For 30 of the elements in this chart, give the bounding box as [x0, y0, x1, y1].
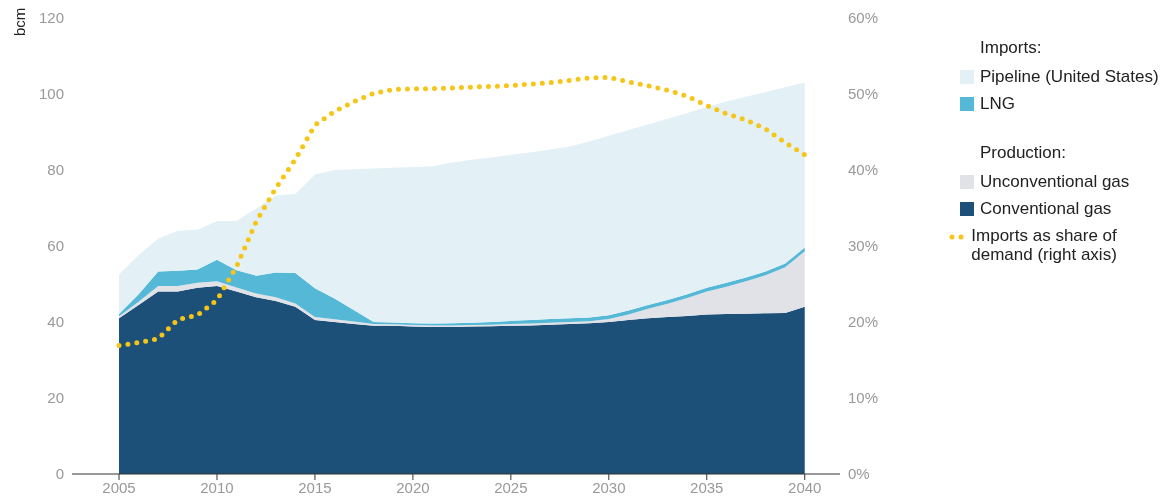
legend-label: LNG — [980, 94, 1015, 113]
y2-tick-label: 30% — [848, 237, 879, 255]
x-tick-label: 2025 — [494, 478, 528, 496]
y2-tick-label: 10% — [848, 389, 879, 407]
y-tick-label: 40 — [47, 313, 64, 331]
y-tick-label: 100 — [38, 85, 64, 103]
legend-label: Pipeline (United States) — [980, 67, 1159, 86]
y2-tick-label: 0% — [848, 465, 870, 483]
y-tick-label: 60 — [47, 237, 64, 255]
x-tick-label: 2005 — [102, 478, 136, 496]
y2-tick-label: 50% — [848, 85, 879, 103]
y-tick-label: 80 — [47, 161, 64, 179]
x-tick-label: 2035 — [690, 478, 724, 496]
text: Production: — [980, 143, 1067, 162]
text: Imports: — [980, 38, 1043, 57]
y2-tick-label: 20% — [848, 313, 879, 331]
legend-label: Imports as share of demand (right axis) — [971, 226, 1118, 264]
y-tick-label: 0 — [55, 465, 64, 483]
y2-tick-label: 60% — [848, 9, 879, 27]
y-tick-label: 20 — [47, 389, 64, 407]
legend-label: Conventional gas — [980, 199, 1112, 218]
x-tick-label: 2010 — [200, 478, 234, 496]
y-axis-title: bcm — [10, 7, 28, 36]
legend-label: Unconventional gas — [980, 172, 1130, 191]
x-tick-label: 2020 — [396, 478, 430, 496]
x-tick-label: 2015 — [298, 478, 332, 496]
y2-tick-label: 40% — [848, 161, 879, 179]
x-tick-label: 2040 — [788, 478, 822, 496]
y-tick-label: 120 — [38, 9, 64, 27]
x-tick-label: 2030 — [592, 478, 626, 496]
